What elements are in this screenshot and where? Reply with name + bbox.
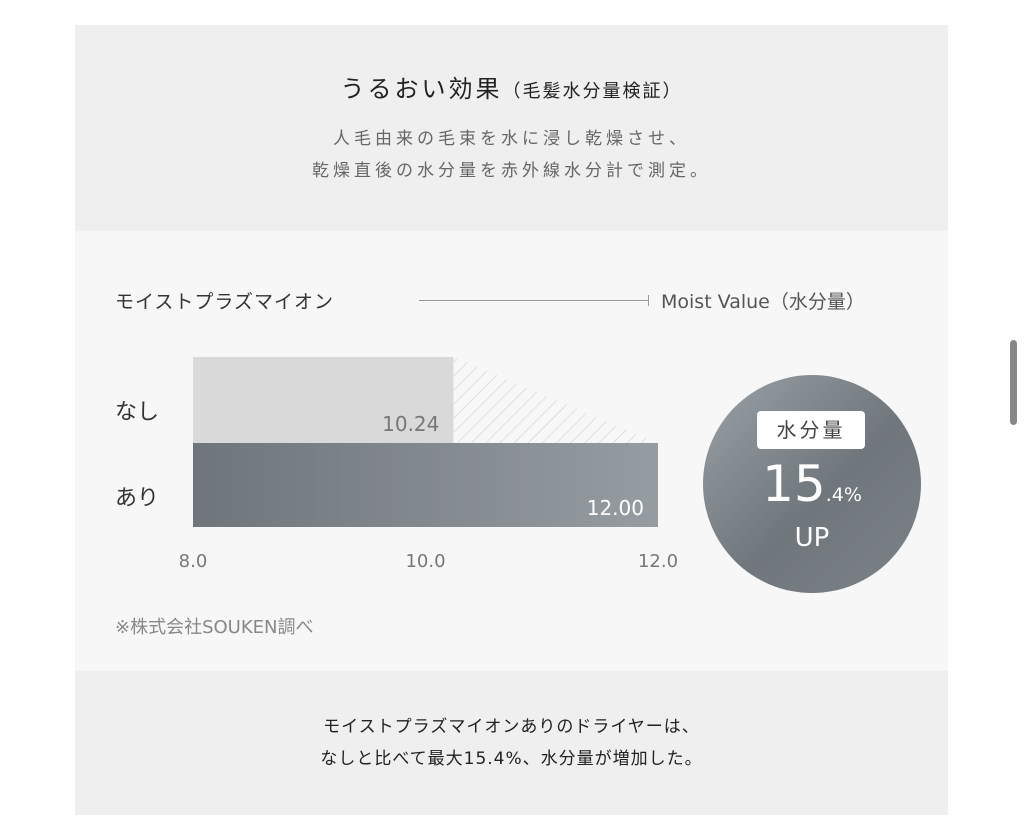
category-label: なし xyxy=(115,400,159,425)
bar-value-label: 10.24 xyxy=(382,412,439,436)
difference-hatch xyxy=(453,357,658,443)
header-section: うるおい効果（毛髪水分量検証） 人毛由来の毛束を水に浸し乾燥させ、 乾燥直後の水… xyxy=(75,25,948,231)
subtitle: 人毛由来の毛束を水に浸し乾燥させ、 乾燥直後の水分量を赤外線水分計で測定。 xyxy=(75,123,948,187)
chart-section: モイストプラズマイオン Moist Value（水分量） 10.24 12.00… xyxy=(75,231,948,671)
bar-chart: 10.24 12.00 なし あり 8.0 10.0 12.0 xyxy=(115,357,678,572)
conclusion-line: モイストプラズマイオンありのドライヤーは、 xyxy=(323,717,700,737)
scrollbar[interactable] xyxy=(1010,340,1017,425)
conclusion-section: モイストプラズマイオンありのドライヤーは、 なしと比べて最大15.4%、水分量が… xyxy=(75,671,948,815)
value-axis-label: Moist Value（水分量） xyxy=(661,291,865,313)
x-tick-label: 10.0 xyxy=(405,551,445,572)
x-tick-label: 12.0 xyxy=(638,551,678,572)
bar-ari xyxy=(193,443,658,527)
bar-value-label: 12.00 xyxy=(587,496,644,520)
conclusion-text: モイストプラズマイオンありのドライヤーは、 なしと比べて最大15.4%、水分量が… xyxy=(75,711,948,775)
title-paren: （毛髪水分量検証） xyxy=(502,81,683,102)
source-note: ※株式会社SOUKEN調べ xyxy=(115,617,314,638)
category-label: あり xyxy=(115,486,159,511)
subtitle-line: 乾燥直後の水分量を赤外線水分計で測定。 xyxy=(312,161,711,181)
callout-value-dec: .4% xyxy=(825,484,862,506)
callout-value: 15.4% xyxy=(703,455,921,513)
page-title: うるおい効果（毛髪水分量検証） xyxy=(75,69,948,104)
callout-suffix: UP xyxy=(794,523,830,553)
bar-nashi xyxy=(193,357,454,443)
subtitle-line: 人毛由来の毛束を水に浸し乾燥させ、 xyxy=(333,129,690,149)
title-main: うるおい効果 xyxy=(340,75,503,103)
leader-line xyxy=(419,295,649,306)
series-label: モイストプラズマイオン xyxy=(115,291,335,313)
x-tick-label: 8.0 xyxy=(179,551,208,572)
moisture-effect-card: うるおい効果（毛髪水分量検証） 人毛由来の毛束を水に浸し乾燥させ、 乾燥直後の水… xyxy=(75,25,948,815)
callout-value-int: 15 xyxy=(762,455,826,513)
callout-badge: 水分量 xyxy=(757,411,865,449)
conclusion-line: なしと比べて最大15.4%、水分量が増加した。 xyxy=(320,749,703,769)
increase-callout: 水分量 15.4% UP xyxy=(703,375,921,593)
